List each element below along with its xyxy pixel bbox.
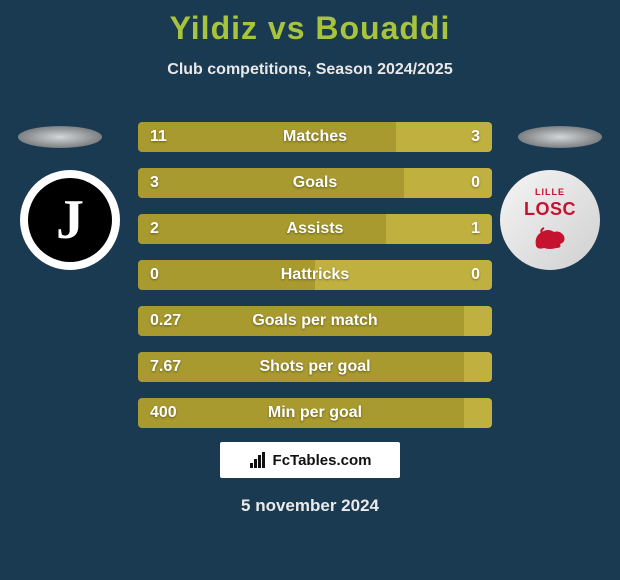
stat-bar-left — [138, 260, 315, 290]
stat-bar-left — [138, 398, 464, 428]
stat-bar-right — [315, 260, 492, 290]
stat-bar-left — [138, 122, 396, 152]
date-text: 5 november 2024 — [0, 496, 620, 516]
fctables-icon — [249, 451, 267, 469]
stat-row: 0.27Goals per match — [138, 306, 492, 336]
stat-bar-right — [464, 398, 492, 428]
lille-mid-text: LOSC — [524, 199, 576, 220]
lille-logo: LILLE LOSC — [500, 170, 600, 270]
stat-row: 11Matches3 — [138, 122, 492, 152]
stat-bar-right — [386, 214, 492, 244]
right-shadow-ellipse — [518, 126, 602, 148]
juventus-j-icon: J — [56, 188, 84, 252]
stat-bar-left — [138, 352, 464, 382]
left-shadow-ellipse — [18, 126, 102, 148]
team-left-badge: J — [20, 170, 120, 270]
stat-row: 400Min per goal — [138, 398, 492, 428]
stat-row: 7.67Shots per goal — [138, 352, 492, 382]
lille-top-text: LILLE — [535, 188, 565, 197]
title-text: Yildiz vs Bouaddi — [170, 10, 451, 46]
stat-row: 0Hattricks0 — [138, 260, 492, 290]
stat-bar-right — [404, 168, 493, 198]
stats-bars: 11Matches3 3Goals0 2Assists1 0Hattricks0 0.2… — [138, 122, 492, 444]
stat-bar-left — [138, 214, 386, 244]
stat-bar-left — [138, 168, 404, 198]
lille-dog-icon — [530, 222, 570, 252]
stat-bar-right — [464, 306, 492, 336]
page-title: Yildiz vs Bouaddi — [0, 0, 620, 47]
stat-row: 3Goals0 — [138, 168, 492, 198]
stat-bar-right — [396, 122, 492, 152]
footer-brand-text: FcTables.com — [273, 452, 372, 469]
team-right-badge: LILLE LOSC — [500, 170, 600, 270]
page-subtitle: Club competitions, Season 2024/2025 — [0, 61, 620, 79]
stat-bar-right — [464, 352, 492, 382]
stat-row: 2Assists1 — [138, 214, 492, 244]
juventus-logo: J — [20, 170, 120, 270]
footer-brand: FcTables.com — [220, 442, 400, 478]
stat-bar-left — [138, 306, 464, 336]
